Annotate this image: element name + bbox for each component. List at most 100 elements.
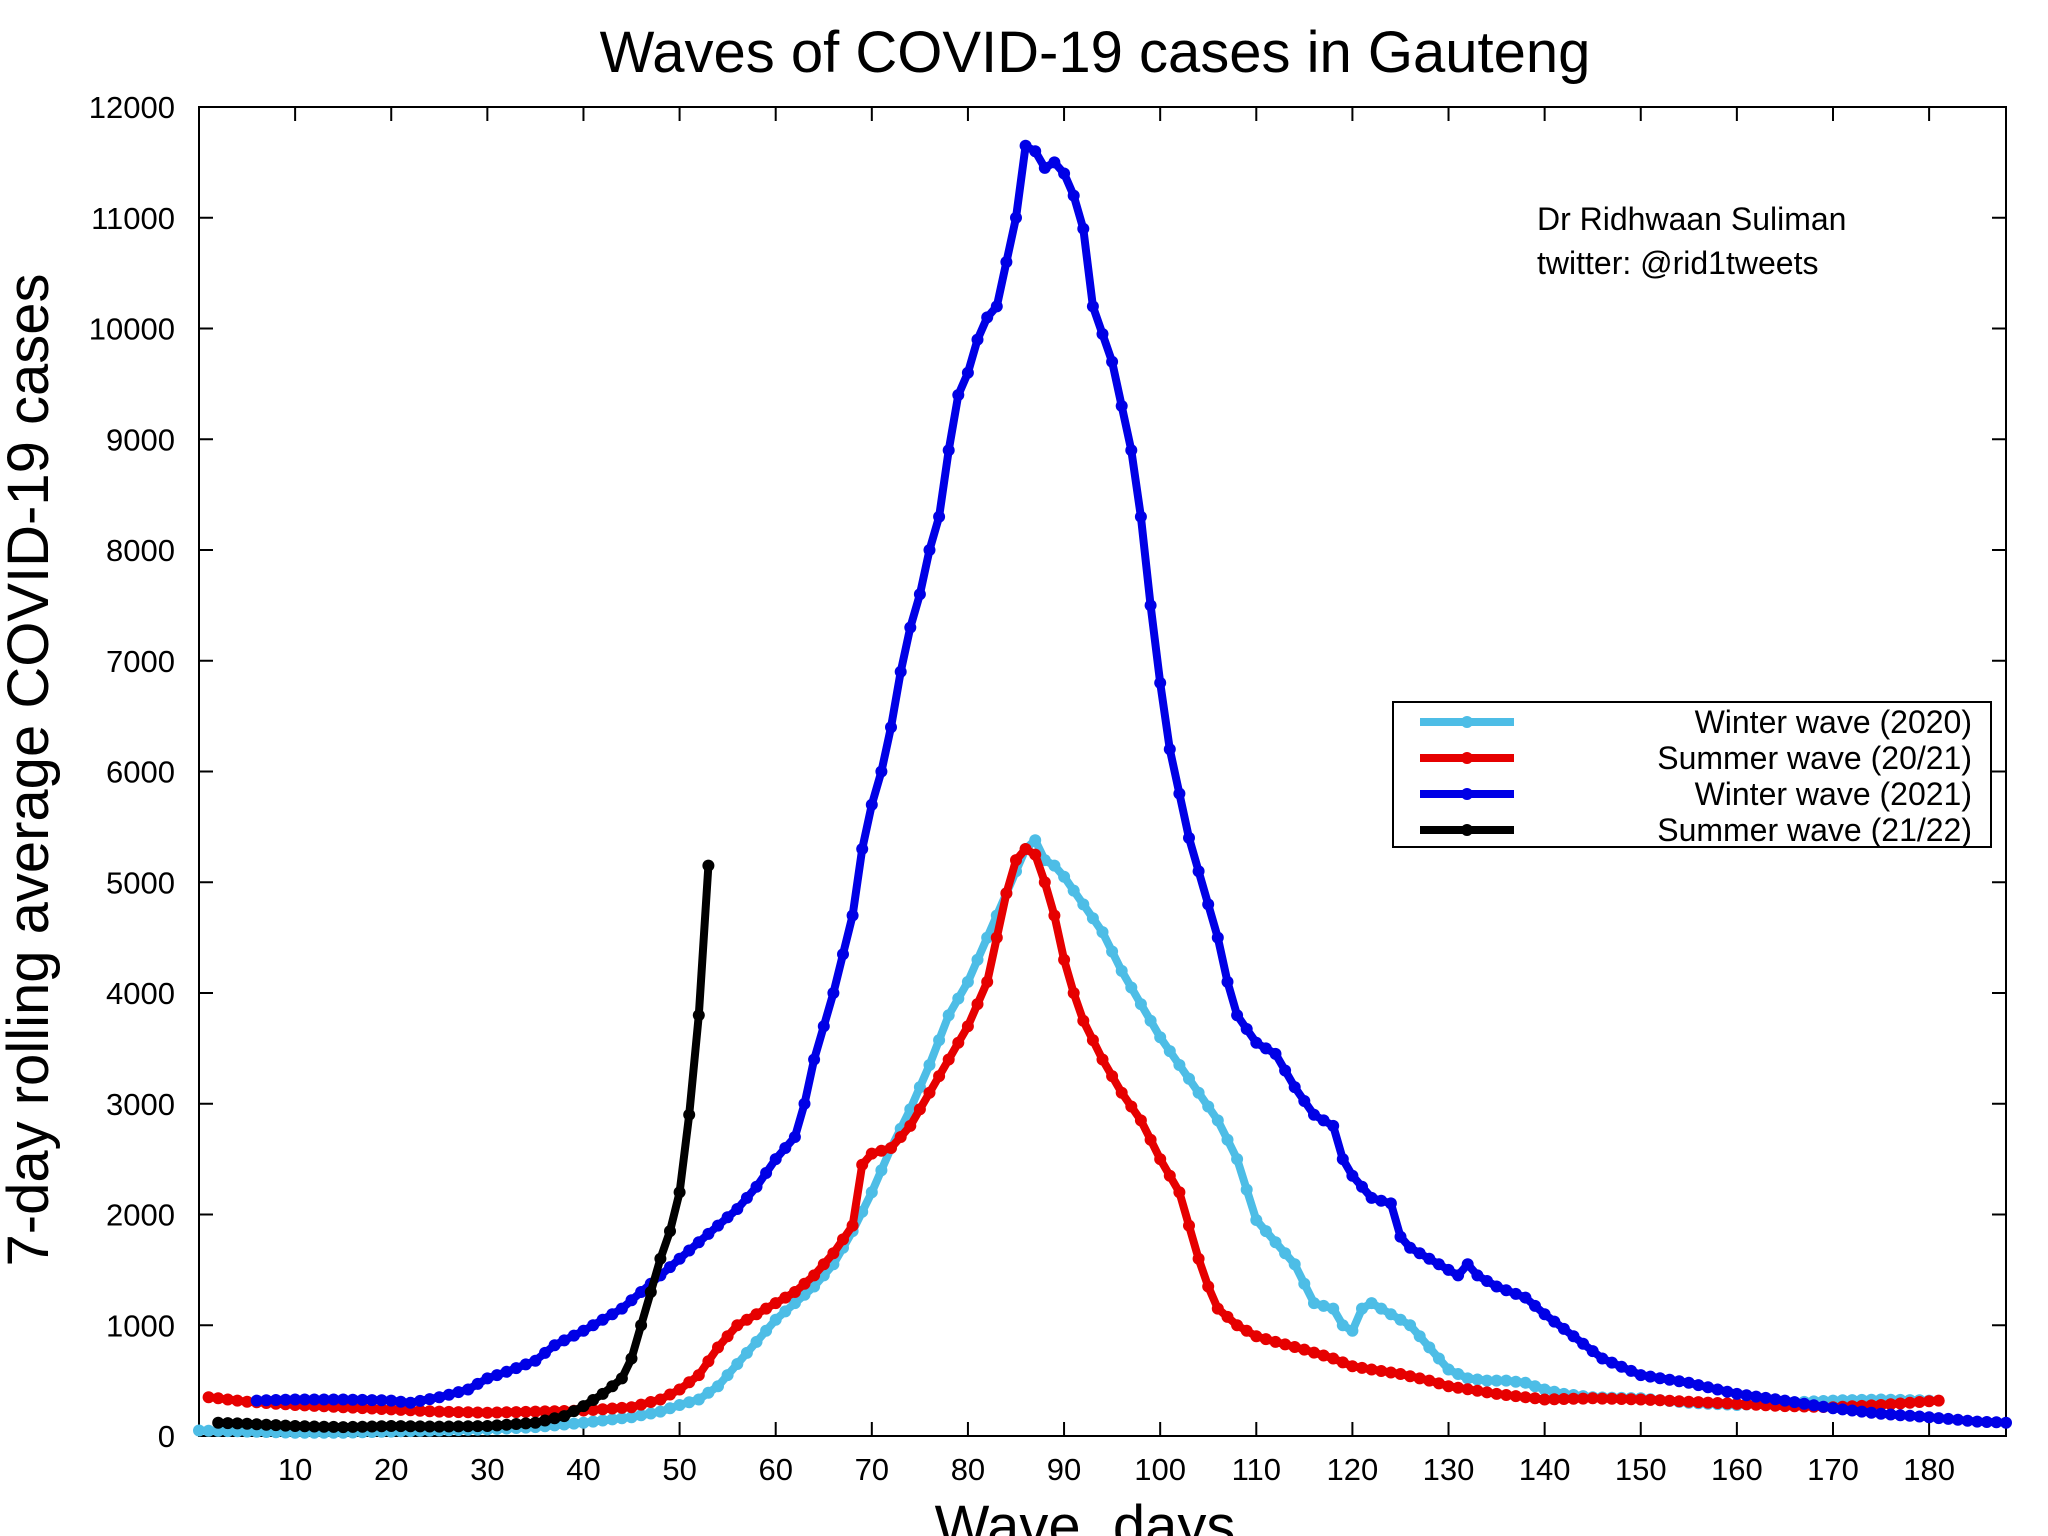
data-point — [1327, 1302, 1340, 1315]
data-point — [625, 1411, 638, 1424]
data-point — [1259, 1225, 1272, 1238]
data-point — [471, 1420, 484, 1433]
data-point — [577, 1400, 590, 1413]
data-point — [1365, 1297, 1378, 1310]
data-point — [1375, 1302, 1388, 1315]
data-point — [1327, 1119, 1340, 1132]
data-point — [1634, 1393, 1647, 1406]
data-point — [212, 1416, 225, 1429]
data-point — [279, 1419, 292, 1432]
data-point — [318, 1393, 330, 1406]
data-point — [1183, 1219, 1195, 1232]
data-point — [798, 1277, 811, 1290]
data-point — [1884, 1398, 1897, 1411]
y-tick-label: 7000 — [106, 644, 175, 679]
data-point — [1029, 145, 1042, 158]
data-point — [433, 1420, 446, 1433]
data-point — [1115, 1086, 1128, 1099]
data-point — [750, 1308, 763, 1321]
data-point — [692, 1393, 705, 1406]
data-point — [1721, 1385, 1734, 1398]
data-point — [1211, 1302, 1224, 1315]
data-point — [1038, 876, 1051, 889]
data-point — [837, 948, 849, 961]
data-point — [721, 1330, 734, 1343]
data-point — [1375, 1365, 1388, 1377]
data-point — [1913, 1410, 1926, 1423]
data-point — [269, 1419, 282, 1432]
data-point — [1211, 931, 1224, 944]
data-point — [1125, 981, 1138, 994]
data-point — [1231, 1009, 1244, 1022]
data-point — [1740, 1398, 1753, 1411]
data-point — [971, 998, 984, 1011]
data-point — [644, 1407, 657, 1420]
data-point — [539, 1414, 551, 1427]
data-point — [1096, 926, 1109, 939]
data-point — [692, 1369, 705, 1382]
data-point — [1019, 139, 1032, 152]
data-point — [750, 1180, 763, 1193]
data-point — [250, 1418, 263, 1431]
data-point — [298, 1393, 311, 1406]
data-point — [673, 1383, 686, 1396]
data-point — [1010, 854, 1022, 867]
data-point — [548, 1412, 561, 1425]
data-point — [635, 1398, 648, 1411]
data-point — [1654, 1394, 1666, 1407]
data-point — [1663, 1394, 1676, 1407]
data-point — [615, 1401, 628, 1414]
data-point — [923, 1086, 936, 1099]
data-point — [1759, 1391, 1772, 1404]
data-point — [1221, 1133, 1234, 1146]
data-point — [1163, 743, 1176, 756]
data-point — [885, 721, 897, 734]
data-point — [904, 1119, 917, 1132]
x-axis-label: Wave, days — [935, 1494, 1236, 1536]
x-tick-label: 50 — [662, 1452, 696, 1487]
data-point — [1557, 1322, 1570, 1335]
data-point — [1029, 848, 1042, 861]
data-point — [327, 1420, 340, 1433]
data-point — [952, 389, 965, 401]
data-point — [1875, 1407, 1887, 1420]
data-point — [1183, 1072, 1195, 1085]
data-point — [567, 1329, 580, 1342]
data-point — [1634, 1369, 1647, 1382]
data-point — [1259, 1042, 1272, 1055]
data-point — [961, 366, 974, 379]
data-point — [817, 1020, 830, 1033]
data-point — [1538, 1383, 1551, 1396]
data-point — [933, 1070, 946, 1083]
data-point — [1317, 1114, 1330, 1127]
data-point — [1788, 1396, 1801, 1409]
data-point — [1442, 1380, 1455, 1393]
data-point — [356, 1393, 369, 1406]
data-point — [1384, 1197, 1397, 1210]
y-tick-label: 9000 — [106, 422, 175, 457]
data-point — [404, 1396, 417, 1409]
data-point — [981, 311, 994, 324]
data-point — [1134, 1114, 1147, 1127]
data-point — [1673, 1395, 1686, 1408]
data-point — [1817, 1400, 1830, 1413]
data-point — [1702, 1381, 1714, 1394]
data-point — [231, 1417, 244, 1430]
data-point — [856, 843, 869, 855]
data-point — [1750, 1390, 1763, 1403]
data-point — [731, 1319, 744, 1332]
data-point — [1923, 1395, 1936, 1408]
data-point — [471, 1377, 484, 1390]
data-point — [1394, 1313, 1407, 1326]
data-point — [1961, 1414, 1974, 1427]
data-point — [625, 1352, 638, 1365]
data-point — [1586, 1392, 1599, 1405]
legend-marker — [1461, 752, 1473, 764]
data-point — [587, 1403, 600, 1416]
series-layer — [193, 139, 2012, 1439]
data-point — [779, 1142, 792, 1154]
data-point — [1682, 1376, 1695, 1389]
data-point — [1394, 1230, 1407, 1243]
data-point — [442, 1420, 455, 1433]
data-point — [289, 1420, 302, 1432]
